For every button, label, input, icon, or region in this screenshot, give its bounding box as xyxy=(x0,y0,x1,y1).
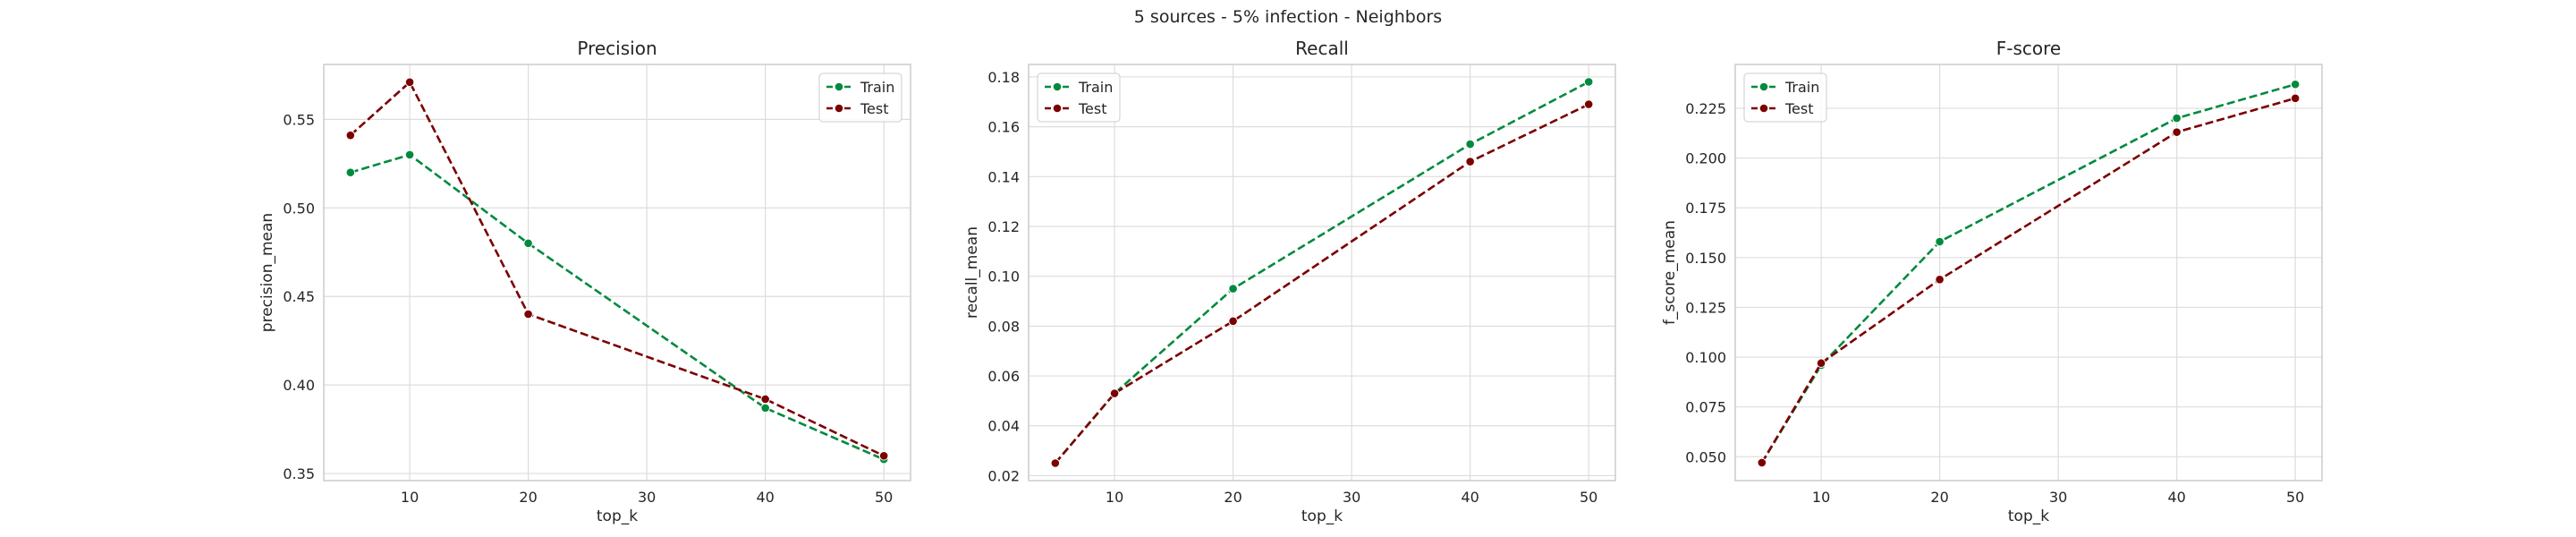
f-score-test-point xyxy=(1757,457,1767,468)
f-score-x-tick-label: 30 xyxy=(2049,489,2067,506)
f-score-test-point xyxy=(1816,358,1826,369)
f-score-legend-marker-test xyxy=(1758,103,1769,114)
f-score-test-point xyxy=(2290,93,2301,104)
precision-legend-marker-test xyxy=(834,103,844,114)
precision-x-tick-label: 20 xyxy=(519,489,537,506)
f-score-y-tick-label: 0.175 xyxy=(1685,200,1726,217)
precision-test-point xyxy=(345,130,356,141)
recall-y-tick-label: 0.02 xyxy=(987,467,1020,484)
recall-y-tick-label: 0.12 xyxy=(987,218,1020,235)
precision-y-tick-label: 0.45 xyxy=(283,288,315,305)
precision-x-axis-label: top_k xyxy=(597,507,638,525)
f-score-panel-title: F-score xyxy=(1996,38,2061,59)
recall-test-point xyxy=(1465,157,1475,166)
recall-y-tick-label: 0.08 xyxy=(987,318,1020,335)
recall-y-tick-label: 0.06 xyxy=(987,368,1020,385)
recall-x-axis-label: top_k xyxy=(1301,507,1343,525)
recall-y-axis-label: recall_mean xyxy=(963,226,981,319)
recall-panel-title: Recall xyxy=(1295,38,1349,59)
f-score-test-point xyxy=(1935,274,1945,285)
f-score-x-axis-label: top_k xyxy=(2008,507,2049,525)
recall-y-tick-label: 0.14 xyxy=(987,168,1020,185)
precision-x-tick-label: 50 xyxy=(875,489,893,506)
recall-x-tick-label: 40 xyxy=(1461,489,1479,506)
precision-y-tick-label: 0.40 xyxy=(283,377,315,394)
f-score-train-point xyxy=(2172,113,2182,124)
recall-y-tick-label: 0.04 xyxy=(987,418,1020,435)
recall-y-tick-label: 0.18 xyxy=(987,69,1020,86)
precision-x-tick-label: 10 xyxy=(401,489,419,506)
f-score-legend-marker-train xyxy=(1758,81,1769,92)
recall-test-point xyxy=(1050,458,1061,468)
precision-panel-title: Precision xyxy=(577,38,657,59)
f-score-x-tick-label: 50 xyxy=(2286,489,2304,506)
precision-axes-frame xyxy=(323,64,911,482)
recall-legend-marker-test xyxy=(1052,103,1063,114)
precision-legend-label-test: Test xyxy=(860,100,889,117)
precision-y-tick-label: 0.50 xyxy=(283,200,315,217)
f-score-y-tick-label: 0.150 xyxy=(1685,250,1726,267)
recall-test-point xyxy=(1583,99,1594,109)
f-score-y-tick-label: 0.200 xyxy=(1685,150,1726,167)
recall-x-tick-label: 10 xyxy=(1106,489,1123,506)
f-score-y-tick-label: 0.125 xyxy=(1685,299,1726,316)
f-score-y-axis-label: f_score_mean xyxy=(1661,220,1679,325)
precision-y-tick-label: 0.35 xyxy=(283,465,315,482)
recall-train-point xyxy=(1465,139,1475,149)
precision-train-point xyxy=(523,238,533,249)
precision-plot-area xyxy=(324,64,911,481)
precision-x-tick-label: 30 xyxy=(638,489,656,506)
recall-legend-label-train: Train xyxy=(1078,79,1113,96)
precision-x-tick-label: 40 xyxy=(756,489,774,506)
precision-test-point xyxy=(760,394,770,405)
recall-test-point xyxy=(1109,388,1120,398)
f-score-train-point xyxy=(2290,79,2301,90)
precision-test-point xyxy=(523,309,533,320)
f-score-axes-frame xyxy=(1734,64,2323,482)
recall-axes-frame xyxy=(1028,64,1616,482)
recall-test-line xyxy=(1054,103,1589,465)
f-score-x-tick-label: 10 xyxy=(1812,489,1830,506)
precision-legend-marker-train xyxy=(834,81,844,92)
recall-x-tick-label: 50 xyxy=(1580,489,1597,506)
recall-y-tick-label: 0.10 xyxy=(987,268,1020,286)
precision-test-point xyxy=(404,77,415,88)
recall-train-point xyxy=(1228,284,1238,294)
recall-train-point xyxy=(1583,77,1594,87)
recall-plot-area xyxy=(1029,64,1615,481)
recall-test-point xyxy=(1228,316,1238,327)
recall-x-tick-label: 20 xyxy=(1224,489,1241,506)
precision-y-tick-label: 0.55 xyxy=(283,111,315,128)
f-score-plot-area xyxy=(1735,64,2322,481)
f-score-y-tick-label: 0.100 xyxy=(1685,349,1726,366)
f-score-y-tick-label: 0.225 xyxy=(1685,100,1726,117)
f-score-legend-label-train: Train xyxy=(1784,79,1819,96)
recall-legend-marker-train xyxy=(1052,81,1063,92)
f-score-x-tick-label: 40 xyxy=(2167,489,2185,506)
f-score-y-tick-label: 0.075 xyxy=(1685,399,1726,416)
figure-title: 5 sources - 5% infection - Neighbors xyxy=(1133,7,1443,27)
recall-legend-label-test: Test xyxy=(1078,100,1107,117)
precision-legend-label-train: Train xyxy=(860,79,894,96)
f-score-legend-label-test: Test xyxy=(1784,100,1814,117)
f-score-y-tick-label: 0.050 xyxy=(1685,448,1726,465)
precision-train-point xyxy=(345,167,356,178)
precision-train-point xyxy=(404,149,415,160)
recall-x-tick-label: 30 xyxy=(1343,489,1360,506)
f-score-train-point xyxy=(1935,236,1945,247)
precision-test-point xyxy=(878,450,889,461)
precision-y-axis-label: precision_mean xyxy=(258,213,276,332)
recall-y-tick-label: 0.16 xyxy=(987,119,1020,136)
f-score-test-point xyxy=(2172,127,2182,137)
f-score-x-tick-label: 20 xyxy=(1930,489,1948,506)
